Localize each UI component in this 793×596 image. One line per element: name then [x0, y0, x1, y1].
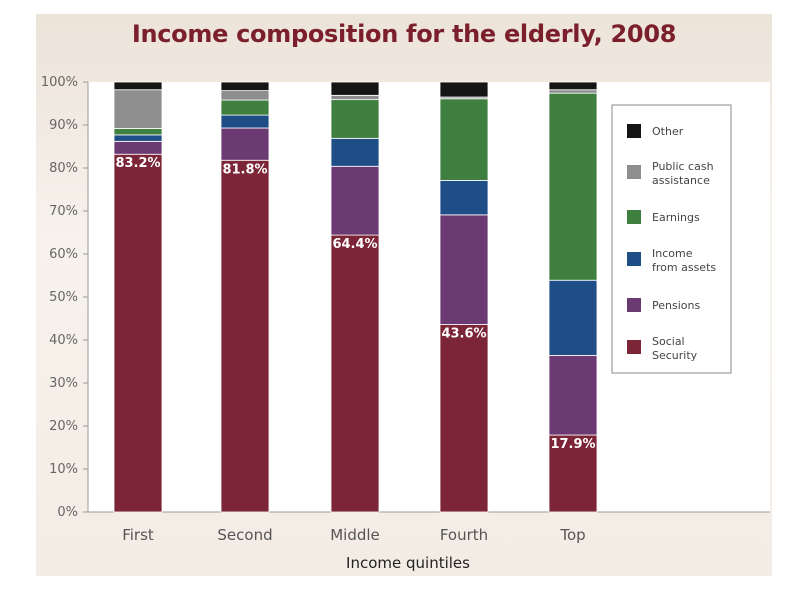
legend-label: Earnings [652, 211, 700, 224]
legend-swatch [627, 165, 641, 179]
legend-swatch [627, 252, 641, 266]
legend-swatch [627, 340, 641, 354]
legend-swatch [627, 124, 641, 138]
legend-label: assistance [652, 174, 710, 187]
data-label: 81.8% [222, 162, 267, 177]
bar-segment [548, 92, 598, 281]
data-label: 43.6% [441, 327, 486, 342]
y-tick-label: 20% [49, 419, 78, 434]
bar-segment [330, 94, 380, 101]
x-tick-label: Fourth [440, 526, 488, 544]
bar-segment [113, 89, 163, 129]
y-tick-label: 70% [49, 204, 78, 219]
bar-segment [439, 214, 489, 325]
bar-segment [330, 234, 380, 513]
bar-segment [330, 137, 380, 167]
bar-segment [548, 81, 598, 91]
chart-title: Income composition for the elderly, 2008 [131, 20, 677, 48]
bar-segment [439, 324, 489, 513]
bar-segment [220, 159, 270, 513]
bar-segment [113, 81, 163, 91]
data-label: 64.4% [332, 237, 377, 252]
bar-segment [220, 127, 270, 161]
bar-segment [548, 279, 598, 356]
y-tick-label: 30% [49, 376, 78, 391]
bar-segment [220, 99, 270, 116]
legend-swatch [627, 210, 641, 224]
legend-label: Pensions [652, 299, 700, 312]
x-axis-title: Income quintiles [346, 554, 470, 572]
bar-segment [220, 81, 270, 92]
legend-label: Social [652, 335, 685, 348]
bar-segment [439, 180, 489, 216]
data-label: 17.9% [550, 437, 595, 452]
x-tick-label: First [122, 526, 154, 544]
data-label: 83.2% [115, 156, 160, 171]
bar-segment [330, 81, 380, 96]
y-tick-label: 50% [49, 290, 78, 305]
y-tick-label: 60% [49, 247, 78, 262]
bar-segment [220, 90, 270, 101]
bar-segment [439, 81, 489, 98]
bar-segment [548, 355, 598, 436]
x-tick-label: Middle [330, 526, 380, 544]
y-tick-label: 90% [49, 118, 78, 133]
bar-segment [220, 114, 270, 129]
bar-segment [330, 165, 380, 236]
bar-segment [113, 140, 163, 155]
legend-label: Other [652, 125, 684, 138]
legend-swatch [627, 298, 641, 312]
y-tick-label: 80% [49, 161, 78, 176]
y-tick-label: 100% [41, 75, 78, 90]
bar-segment [439, 98, 489, 181]
legend-label: Income [652, 247, 693, 260]
bar-segment [113, 153, 163, 513]
legend-label: from assets [652, 261, 716, 274]
bar-segment [548, 89, 598, 94]
x-tick-label: Second [217, 526, 272, 544]
legend-label: Security [652, 349, 698, 362]
y-tick-label: 10% [49, 462, 78, 477]
legend-label: Public cash [652, 160, 714, 173]
x-tick-label: Top [559, 526, 585, 544]
bar-segment [113, 134, 163, 142]
bar-segment [548, 434, 598, 513]
bar-segment [113, 128, 163, 136]
y-tick-label: 0% [57, 505, 78, 520]
legend-box [611, 104, 732, 374]
bar-segment [330, 99, 380, 139]
y-tick-label: 40% [49, 333, 78, 348]
